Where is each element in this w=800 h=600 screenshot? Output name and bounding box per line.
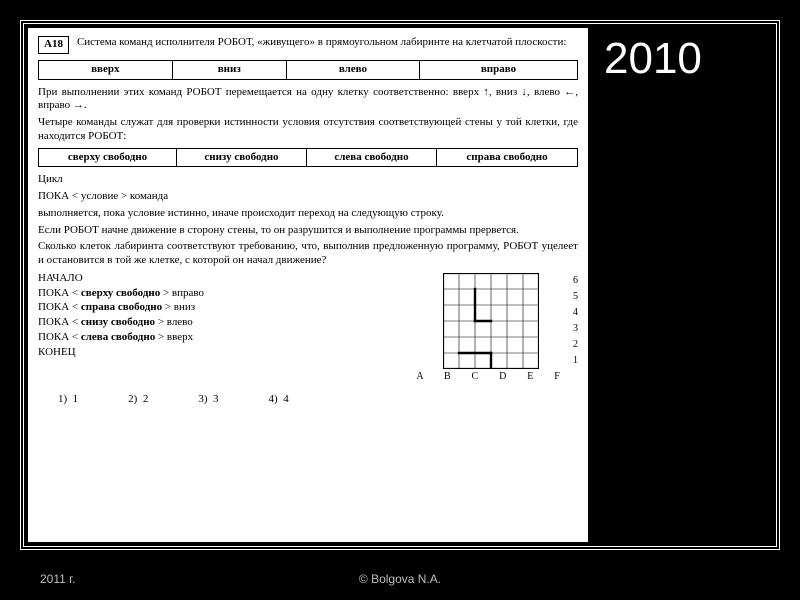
r1: 1 <box>573 353 578 369</box>
movement-desc: При выполнении этих команд РОБОТ перемещ… <box>38 86 578 114</box>
p1c: > вправо <box>163 287 204 299</box>
question-text: Сколько клеток лабиринта соответствуют т… <box>38 240 578 268</box>
slide-frame: А18 Система команд исполнителя РОБОТ, «ж… <box>20 20 780 550</box>
ans-4: 4) 4 <box>269 393 289 407</box>
task-badge: А18 <box>38 36 69 54</box>
cond-right: справа свободно <box>437 148 578 167</box>
slide-footer: 2011 г. © Bolgova N.A. <box>0 572 800 586</box>
prog-end: КОНЕЦ <box>38 345 406 360</box>
maze-grid <box>443 273 539 369</box>
p2c: > вниз <box>165 301 195 313</box>
ans-1: 1) 1 <box>58 393 78 407</box>
cond-down: снизу свободно <box>176 148 306 167</box>
crash-note: Если РОБОТ начне движение в сторону стен… <box>38 224 578 238</box>
col-labels: A B C D E F <box>412 371 569 384</box>
answer-options: 1) 1 2) 2 3) 3 4) 4 <box>38 393 578 407</box>
cycle-header: Цикл <box>38 173 578 187</box>
year-label: 2010 <box>600 28 706 542</box>
p3a: ПОКА < <box>38 316 78 328</box>
ans-2: 2) 2 <box>128 393 148 407</box>
p4c: > вверх <box>158 331 193 343</box>
cycle-expl: выполняется, пока условие истинно, иначе… <box>38 207 578 221</box>
p1b: сверху свободно <box>81 287 160 299</box>
p3c: > влево <box>158 316 193 328</box>
conditions-table: сверху свободно снизу свободно слева сво… <box>38 148 578 168</box>
p1a: ПОКА < <box>38 287 78 299</box>
cmd-left: влево <box>286 60 419 79</box>
r5: 5 <box>573 289 578 305</box>
footer-copyright: © Bolgova N.A. <box>359 572 441 586</box>
row-labels: 6 5 4 3 2 1 <box>573 273 578 369</box>
p2b: справа свободно <box>81 301 162 313</box>
r6: 6 <box>573 273 578 289</box>
cond-left: слева свободно <box>306 148 436 167</box>
commands-table: вверх вниз влево вправо <box>38 60 578 80</box>
ans-3: 3) 3 <box>198 393 218 407</box>
p4a: ПОКА < <box>38 331 78 343</box>
r4: 4 <box>573 305 578 321</box>
prog-start: НАЧАЛО <box>38 271 406 286</box>
program-listing: НАЧАЛО ПОКА < сверху свободно > вправо П… <box>38 271 406 360</box>
p2a: ПОКА < <box>38 301 78 313</box>
r3: 3 <box>573 321 578 337</box>
cmd-down: вниз <box>172 60 286 79</box>
task-intro: Система команд исполнителя РОБОТ, «живущ… <box>77 36 578 50</box>
p4b: слева свободно <box>81 331 155 343</box>
cond-up: сверху свободно <box>39 148 177 167</box>
footer-year: 2011 г. <box>40 572 75 586</box>
worksheet-page: А18 Система команд исполнителя РОБОТ, «ж… <box>28 28 588 542</box>
cycle-line: ПОКА < условие > команда <box>38 190 578 204</box>
maze-block: A B C D E F 6 5 4 3 2 1 <box>412 271 578 384</box>
p3b: снизу свободно <box>81 316 155 328</box>
cmd-right: вправо <box>419 60 577 79</box>
conditions-desc: Четыре команды служат для проверки истин… <box>38 116 578 144</box>
cycle-line-text: ПОКА < условие > команда <box>38 190 168 202</box>
content-wrap: А18 Система команд исполнителя РОБОТ, «ж… <box>28 28 772 542</box>
r2: 2 <box>573 337 578 353</box>
cmd-up: вверх <box>39 60 173 79</box>
